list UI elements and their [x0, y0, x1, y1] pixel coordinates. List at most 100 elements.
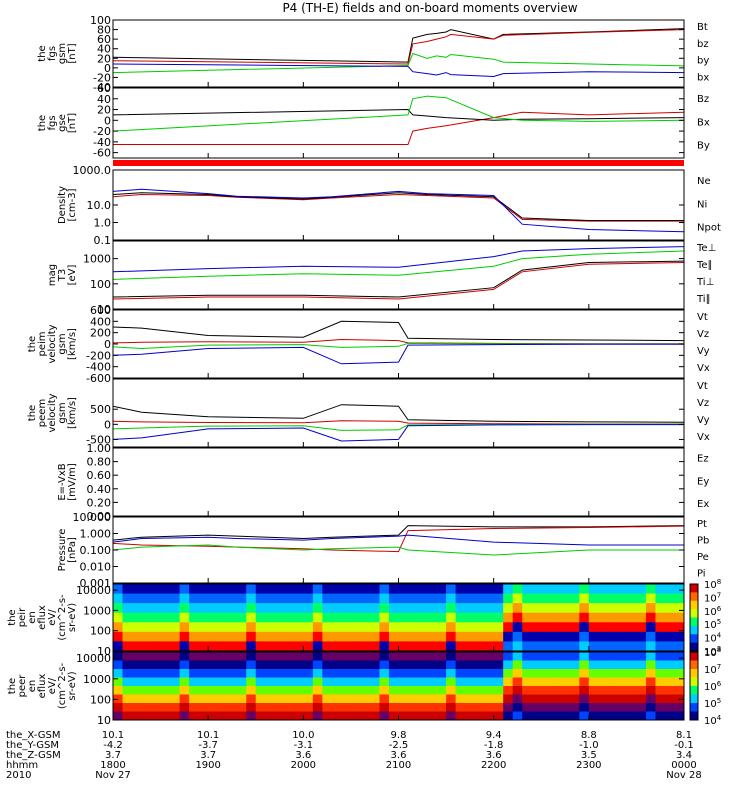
- heatmap-cell: [446, 669, 457, 678]
- heatmap-cell: [255, 703, 266, 712]
- heatmap-cell: [179, 677, 190, 687]
- heatmap-cell: [350, 669, 361, 678]
- y-axis-label-line: the: [27, 405, 38, 421]
- heatmap-cell: [503, 641, 514, 652]
- date-left: Nov 27: [95, 770, 130, 781]
- heatmap-cell: [579, 603, 590, 614]
- heatmap-cell: [503, 711, 514, 721]
- heatmap-cell: [198, 593, 209, 604]
- heatmap-cell: [341, 641, 352, 652]
- heatmap-cell: [503, 584, 514, 595]
- heatmap-column: [522, 652, 533, 721]
- heatmap-column: [531, 584, 542, 652]
- heatmap-cell: [503, 686, 514, 695]
- heatmap-cell: [541, 711, 552, 721]
- legend-entry: Ne: [697, 176, 711, 187]
- heatmap-cell: [265, 711, 276, 721]
- heatmap-cell: [408, 703, 419, 712]
- y-axis-label-line: velocity: [47, 393, 58, 432]
- heatmap-cell: [636, 686, 647, 695]
- heatmap-cell: [198, 711, 209, 721]
- heatmap-cell: [579, 652, 590, 661]
- heatmap-cell: [113, 660, 124, 670]
- heatmap-cell: [360, 677, 371, 687]
- heatmap-cell: [474, 631, 485, 642]
- heatmap-column: [674, 652, 685, 721]
- heatmap-cell: [265, 652, 276, 661]
- heatmap-cell: [398, 703, 409, 712]
- heatmap-cell: [236, 660, 247, 670]
- y-axis-label-line: eV/: [47, 677, 58, 694]
- heatmap-cell: [579, 711, 590, 721]
- heatmap-cell: [113, 593, 124, 604]
- legend-entry: Pt: [697, 519, 707, 530]
- heatmap-column: [274, 584, 285, 652]
- heatmap-cell: [379, 694, 390, 704]
- x-axis-value: 10.1: [102, 730, 124, 741]
- heatmap-cell: [408, 677, 419, 687]
- heatmap-cell: [312, 660, 323, 670]
- heatmap-cell: [246, 703, 257, 712]
- heatmap-cell: [541, 641, 552, 652]
- heatmap-cell: [455, 694, 466, 704]
- heatmap-cell: [265, 686, 276, 695]
- heatmap-cell: [465, 711, 476, 721]
- heatmap-cell: [246, 593, 257, 604]
- x-axis-value: -1.8: [484, 740, 504, 751]
- heatmap-cell: [122, 703, 133, 712]
- heatmap-cell: [170, 603, 181, 614]
- heatmap-cell: [208, 593, 219, 604]
- heatmap-cell: [198, 584, 209, 595]
- heatmap-cell: [151, 622, 162, 633]
- heatmap-cell: [588, 622, 599, 633]
- heatmap-cell: [417, 622, 428, 633]
- heatmap-cell: [598, 686, 609, 695]
- heatmap-cell: [674, 652, 685, 661]
- heatmap-cell: [388, 703, 399, 712]
- series-line-Vt: [112, 320, 685, 342]
- y-axis-label-line: the: [7, 678, 18, 694]
- heatmap-cell: [141, 612, 152, 623]
- heatmap-cell: [341, 593, 352, 604]
- series-line-Pb: [112, 525, 685, 553]
- y-tick-label: 100: [90, 625, 111, 638]
- heatmap-cell: [664, 652, 675, 661]
- heatmap-cell: [189, 652, 200, 661]
- x-axis-row-label: the_Y-GSM: [6, 740, 59, 751]
- heatmap-cell: [274, 686, 285, 695]
- heatmap-cell: [284, 694, 295, 704]
- heatmap-column: [455, 652, 466, 721]
- heatmap-cell: [579, 612, 590, 623]
- y-tick-label: 0.001: [80, 577, 112, 590]
- heatmap-cell: [293, 686, 304, 695]
- x-axis-value: 2200: [481, 760, 506, 771]
- heatmap-cell: [541, 612, 552, 623]
- heatmap-cell: [550, 669, 561, 678]
- heatmap-cell: [274, 641, 285, 652]
- heatmap-cell: [436, 584, 447, 595]
- heatmap-cell: [636, 641, 647, 652]
- heatmap-column: [655, 652, 666, 721]
- heatmap-cell: [189, 677, 200, 687]
- y-tick-label: 1000: [83, 253, 111, 266]
- heatmap-cell: [531, 711, 542, 721]
- heatmap-cell: [531, 631, 542, 642]
- heatmap-column: [113, 584, 124, 652]
- colorbar-frame: [689, 651, 699, 721]
- heatmap-cell: [455, 641, 466, 652]
- x-axis-row-label: the_Z-GSM: [6, 750, 61, 761]
- series-line-bz: [112, 29, 685, 65]
- heatmap-cell: [208, 677, 219, 687]
- heatmap-cell: [141, 593, 152, 604]
- heatmap-column: [569, 652, 580, 721]
- heatmap-cell: [408, 584, 419, 595]
- heatmap-cell: [122, 603, 133, 614]
- heatmap-cell: [493, 660, 504, 670]
- heatmap-cell: [236, 641, 247, 652]
- heatmap-cell: [255, 686, 266, 695]
- heatmap-cell: [645, 622, 656, 633]
- y-tick-label: -20: [93, 125, 111, 138]
- heatmap-cell: [664, 593, 675, 604]
- heatmap-cell: [493, 641, 504, 652]
- legend-entry: Vy: [697, 415, 710, 426]
